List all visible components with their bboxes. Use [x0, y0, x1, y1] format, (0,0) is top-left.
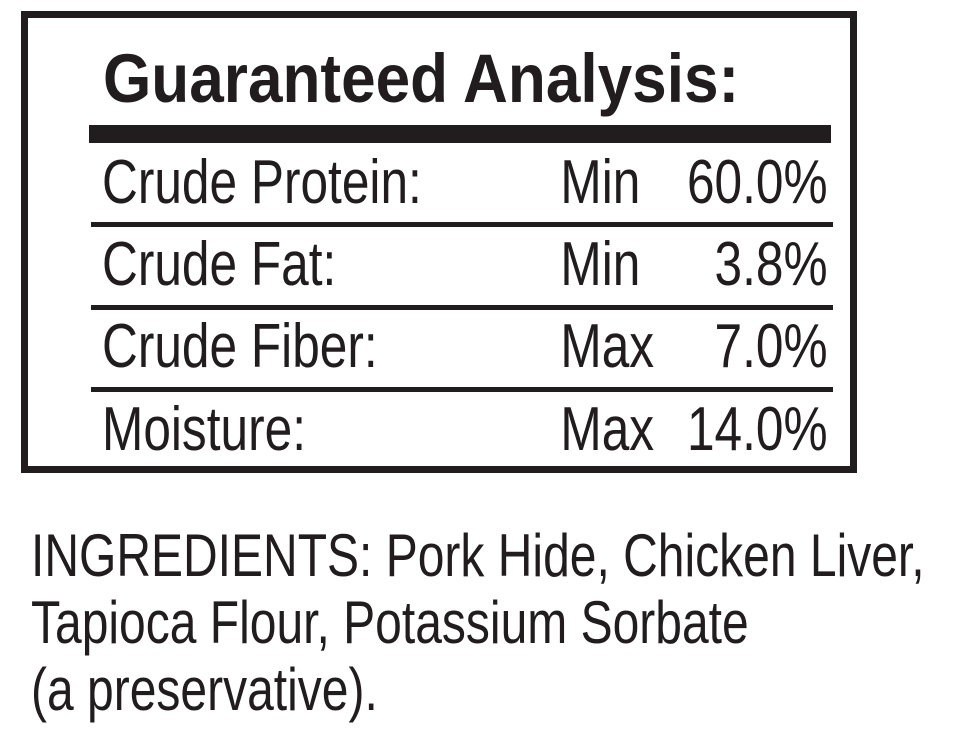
nutrient-value: Max 14.0%: [560, 399, 827, 461]
row-divider: [91, 305, 833, 310]
percentage-value: 60.0%: [686, 148, 828, 217]
qualifier: Max: [560, 312, 655, 381]
row-divider: [91, 387, 833, 392]
guaranteed-analysis-title: Guaranteed Analysis:: [103, 40, 740, 117]
nutrient-name: Crude Fat:: [102, 230, 337, 299]
row-divider: [91, 222, 833, 227]
nutrient-value: Min 60.0%: [560, 152, 827, 214]
percentage-value: 14.0%: [686, 395, 828, 464]
ingredients-line: (a preservative).: [31, 656, 378, 723]
analysis-row-crude-protein: Crude Protein: Min 60.0%: [102, 152, 828, 214]
percentage-value: 3.8%: [714, 230, 828, 299]
nutrient-value: Max 7.0%: [560, 316, 827, 378]
analysis-row-crude-fiber: Crude Fiber: Max 7.0%: [102, 316, 828, 378]
qualifier: Min: [560, 230, 641, 299]
nutrient-value: Min 3.8%: [560, 234, 827, 296]
nutrient-name: Moisture:: [102, 395, 306, 464]
qualifier: Max: [560, 395, 655, 464]
header-rule-bar: [89, 125, 831, 143]
analysis-row-crude-fat: Crude Fat: Min 3.8%: [102, 234, 828, 296]
percentage-value: 7.0%: [714, 312, 828, 381]
ingredients-section: INGREDIENTS: Pork Hide, Chicken Liver, T…: [31, 522, 925, 723]
nutrient-name: Crude Protein:: [102, 148, 422, 217]
nutrient-name: Crude Fiber:: [102, 312, 378, 381]
ingredients-line: Tapioca Flour, Potassium Sorbate: [31, 589, 749, 656]
guaranteed-analysis-panel: Guaranteed Analysis: Crude Protein: Min …: [21, 11, 857, 473]
analysis-row-moisture: Moisture: Max 14.0%: [102, 399, 828, 461]
ingredients-line: INGREDIENTS: Pork Hide, Chicken Liver,: [31, 522, 925, 589]
qualifier: Min: [560, 148, 641, 217]
